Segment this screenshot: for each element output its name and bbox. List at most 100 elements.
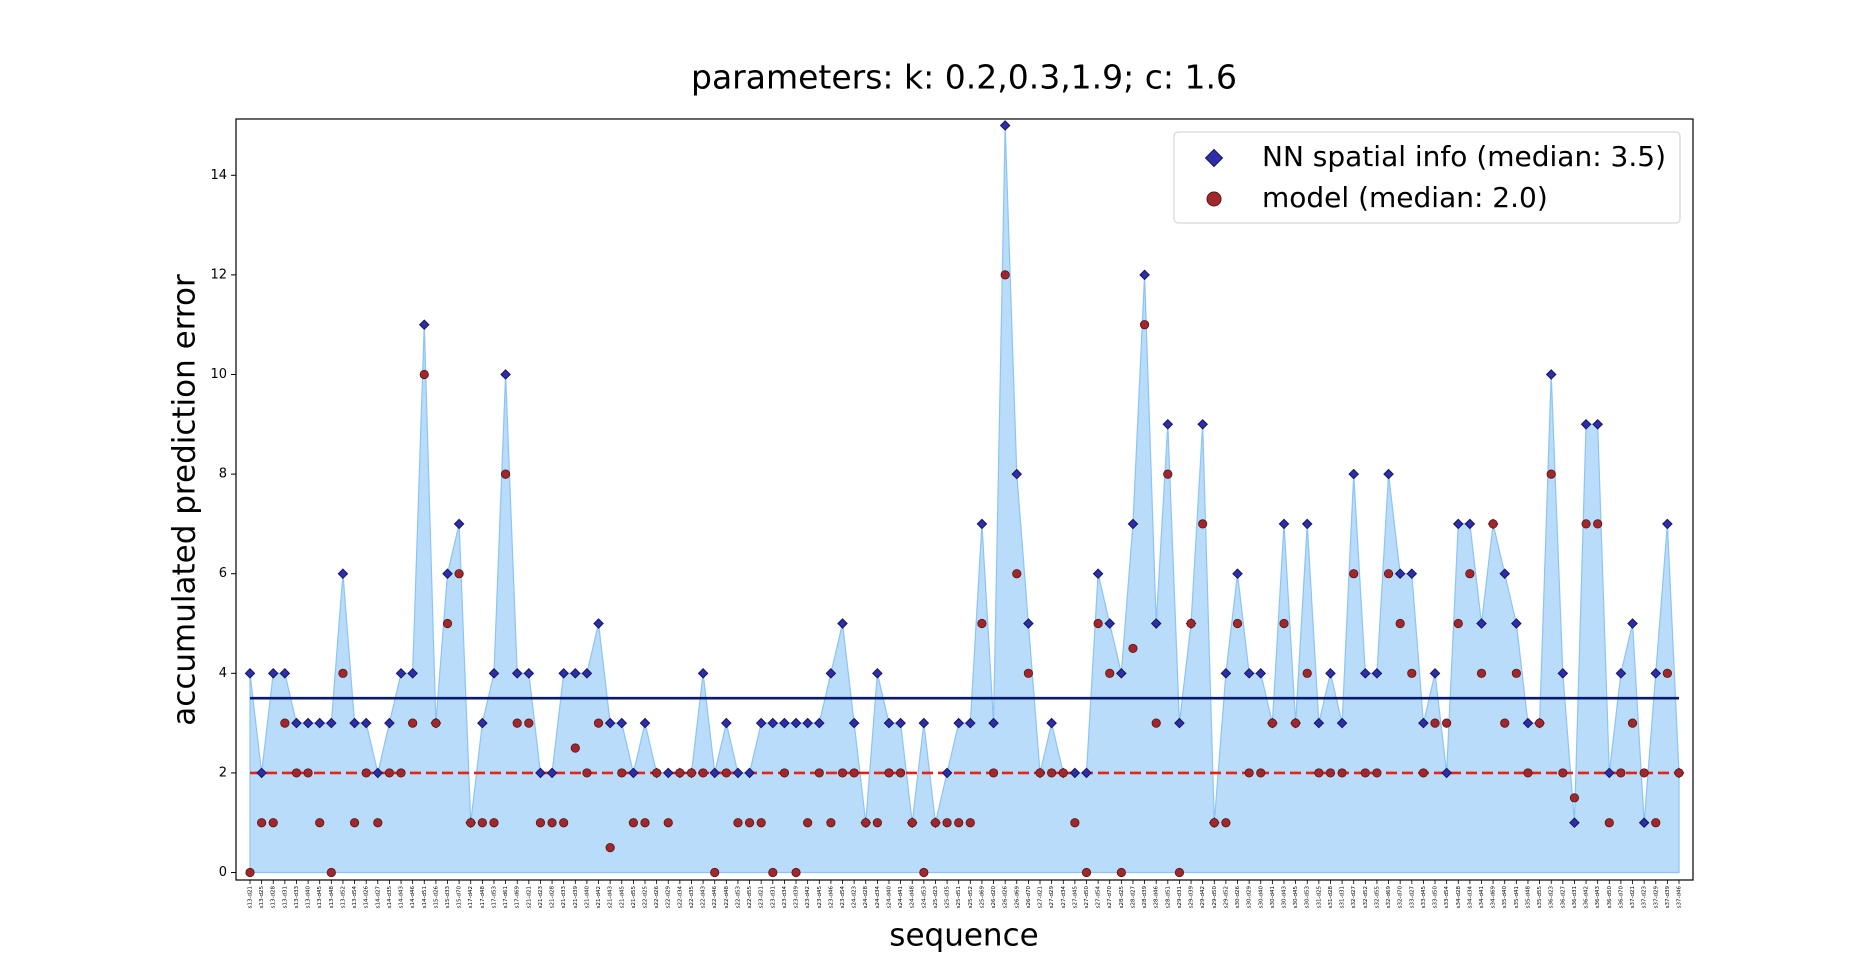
- legend-label: model (median: 2.0): [1262, 181, 1548, 214]
- marker: [1464, 518, 1476, 530]
- x-tick-label: s21-d21: [526, 886, 532, 908]
- marker: [848, 717, 860, 729]
- x-tick-label: s13-d52: [340, 886, 346, 908]
- x-tick-label: s32-d69: [1386, 886, 1392, 909]
- marker: [837, 768, 848, 778]
- marker: [488, 668, 500, 679]
- marker: [907, 818, 917, 828]
- x-tick-label: s34-d28: [1456, 886, 1462, 909]
- x-tick-label: s22-d26: [654, 886, 660, 909]
- marker: [1093, 618, 1103, 629]
- x-tick-label: s36-d27: [1560, 886, 1566, 909]
- x-tick-label: s29-d31: [1177, 886, 1183, 908]
- marker: [1558, 768, 1568, 778]
- x-tick-label: s13-d40: [306, 886, 312, 909]
- x-tick-label: s36-d42: [1584, 886, 1590, 908]
- marker: [1476, 668, 1487, 678]
- marker: [1545, 369, 1557, 380]
- marker: [431, 718, 441, 728]
- y-axis-label: accumulated prediction error: [167, 274, 203, 726]
- marker: [1000, 270, 1010, 280]
- marker: [1523, 768, 1533, 778]
- marker: [675, 768, 685, 778]
- x-tick-label: s25-d52: [968, 886, 974, 908]
- marker: [977, 618, 987, 629]
- x-tick-label: s37-d39: [1665, 886, 1671, 909]
- marker: [1232, 618, 1243, 629]
- marker: [1383, 569, 1394, 579]
- x-tick-label: s24-d48: [910, 886, 916, 909]
- x-tick-label: s25-d23: [933, 886, 939, 909]
- x-axis-label: sequence: [889, 918, 1038, 954]
- x-tick-label: s26-d20: [991, 886, 997, 909]
- marker: [628, 818, 638, 828]
- marker: [593, 718, 604, 728]
- marker: [245, 867, 255, 878]
- x-tick-label: s21-d40: [584, 886, 590, 909]
- x-tick-label: s17-d42: [468, 886, 474, 908]
- x-tick-label: s26-d26: [1003, 886, 1009, 909]
- marker: [744, 818, 755, 828]
- marker: [326, 717, 337, 729]
- marker: [396, 768, 406, 778]
- marker: [1580, 418, 1592, 430]
- marker: [489, 818, 499, 828]
- x-tick-label: s23-d31: [770, 886, 776, 908]
- marker: [942, 818, 952, 828]
- marker: [1011, 468, 1023, 480]
- marker: [941, 767, 953, 779]
- marker: [1058, 768, 1068, 778]
- marker: [395, 668, 407, 679]
- marker: [1174, 867, 1185, 878]
- x-tick-label: s35-d48: [1525, 886, 1531, 909]
- marker: [570, 743, 580, 753]
- marker: [1267, 718, 1277, 728]
- marker: [652, 768, 662, 778]
- marker: [267, 668, 279, 679]
- area: [249, 125, 1680, 874]
- x-tick-label: s23-d54: [840, 886, 846, 909]
- y-tick-label: 8: [219, 467, 227, 482]
- marker: [1256, 768, 1266, 778]
- marker: [582, 768, 592, 778]
- y-tick-label: 10: [210, 367, 227, 382]
- marker: [883, 717, 895, 729]
- marker: [1139, 269, 1150, 281]
- marker: [988, 717, 999, 729]
- marker: [314, 717, 326, 729]
- marker: [1244, 768, 1254, 778]
- marker: [813, 717, 825, 729]
- x-tick-label: s36-d31: [1572, 886, 1578, 908]
- marker: [826, 818, 836, 828]
- marker: [1127, 518, 1139, 530]
- marker: [1360, 668, 1371, 679]
- y-tick-label: 0: [219, 865, 227, 880]
- marker: [1593, 519, 1603, 529]
- marker: [477, 818, 487, 828]
- x-tick-label: s14-d43: [399, 886, 405, 909]
- marker: [953, 717, 964, 729]
- marker: [1407, 668, 1417, 678]
- marker: [639, 717, 651, 729]
- x-tick-label: s13-d48: [329, 886, 335, 909]
- legend-box: [1173, 131, 1681, 224]
- marker: [466, 818, 476, 828]
- marker: [663, 818, 673, 828]
- marker: [1360, 768, 1370, 778]
- marker: [825, 668, 837, 679]
- x-tick-label: s33-d50: [1433, 886, 1439, 909]
- marker: [1336, 717, 1348, 729]
- marker: [744, 767, 755, 779]
- marker: [454, 569, 464, 579]
- marker: [1221, 818, 1231, 828]
- x-tick-label: s32-d70: [1398, 886, 1404, 909]
- marker: [1395, 618, 1405, 629]
- marker: [1209, 818, 1219, 828]
- marker: [1488, 519, 1498, 529]
- marker: [1546, 469, 1556, 479]
- x-tick-label: s22-d43: [701, 886, 707, 909]
- marker: [954, 818, 964, 828]
- x-tick-label: s28-d27: [1130, 886, 1136, 909]
- marker: [1674, 768, 1684, 778]
- marker: [1186, 618, 1196, 629]
